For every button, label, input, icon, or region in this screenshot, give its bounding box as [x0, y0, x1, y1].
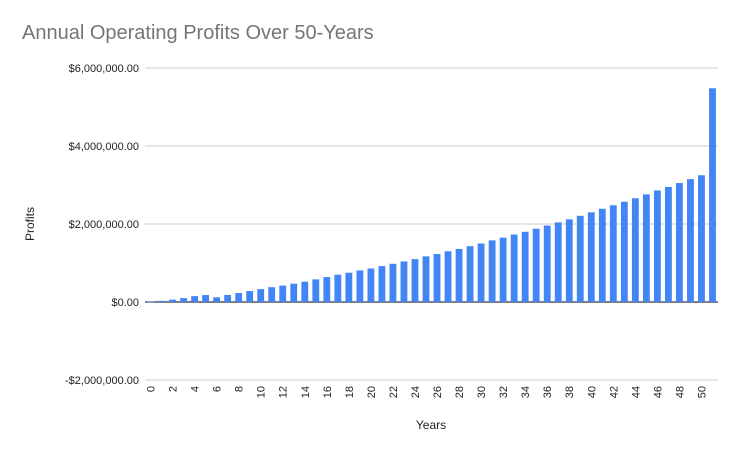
x-tick-label: 48	[674, 386, 686, 398]
bar-year-51	[709, 88, 716, 302]
bar-year-49	[687, 179, 694, 302]
bar-year-35	[532, 228, 540, 302]
x-tick-label: 0	[146, 386, 158, 392]
y-tick-label: $0.00	[111, 297, 139, 309]
bar-year-32	[499, 237, 507, 302]
x-tick-label: 30	[476, 386, 488, 398]
x-tick-label: 16	[322, 386, 334, 398]
bar-year-21	[378, 266, 386, 302]
bar-year-50	[698, 175, 705, 302]
x-tick-label: 44	[630, 386, 642, 398]
bar-year-44	[631, 198, 639, 302]
bar-year-9	[246, 291, 254, 302]
x-axis-label: Years	[416, 418, 446, 432]
y-tick-label: $4,000,000.00	[69, 141, 139, 153]
bar-year-8	[235, 293, 243, 302]
bar-year-13	[290, 283, 298, 302]
bar-year-42	[609, 205, 617, 302]
y-tick-label: $2,000,000.00	[69, 219, 139, 231]
bar-year-27	[444, 251, 452, 302]
bar-year-37	[554, 222, 562, 302]
bar-year-43	[620, 201, 628, 302]
bar-year-46	[653, 190, 661, 302]
bar-year-17	[334, 274, 342, 302]
bar-year-10	[257, 289, 265, 302]
y-tick-label: -$2,000,000.00	[65, 375, 139, 387]
bar-year-18	[345, 272, 353, 302]
bar-year-29	[466, 246, 474, 302]
bar-year-0	[147, 301, 154, 303]
bar-year-4	[191, 296, 199, 302]
bar-year-19	[356, 270, 364, 302]
bar-year-20	[367, 268, 375, 302]
bar-year-24	[411, 259, 419, 302]
bar-year-40	[587, 212, 595, 302]
x-tick-label: 14	[300, 386, 312, 398]
bar-year-26	[433, 254, 441, 302]
x-tick-label: 36	[542, 386, 554, 398]
x-tick-label: 22	[388, 386, 400, 398]
x-tick-label: 40	[586, 386, 598, 398]
bar-year-39	[576, 215, 584, 302]
x-tick-label: 24	[410, 386, 422, 398]
axis-layer: -$2,000,000.00 $0.00 $2,000,000.00 $4,000,0…	[65, 63, 708, 398]
bar-year-1	[158, 300, 165, 302]
bar-year-22	[389, 263, 397, 302]
bar-year-34	[521, 231, 529, 302]
x-tick-label: 2	[168, 386, 180, 392]
bar-year-7	[224, 294, 232, 302]
bar-year-12	[279, 285, 287, 302]
bar-year-23	[400, 261, 408, 302]
bar-year-3	[180, 298, 187, 302]
x-tick-label: 38	[564, 386, 576, 398]
x-tick-label: 34	[520, 386, 532, 398]
bar-year-28	[455, 248, 463, 302]
bar-year-36	[543, 225, 551, 302]
bar-year-45	[642, 194, 650, 302]
x-tick-label: 46	[652, 386, 664, 398]
bar-year-14	[301, 281, 309, 302]
x-tick-label: 32	[498, 386, 510, 398]
bar-year-41	[598, 208, 606, 302]
bar-year-48	[676, 183, 683, 302]
bar-year-15	[312, 279, 320, 302]
bar-year-6	[213, 297, 221, 302]
x-tick-label: 50	[696, 386, 708, 398]
x-tick-label: 10	[256, 386, 268, 398]
x-tick-label: 28	[454, 386, 466, 398]
x-tick-label: 6	[212, 386, 224, 392]
y-axis-label: Profits	[23, 207, 37, 241]
bar-year-30	[477, 243, 485, 302]
x-tick-label: 4	[190, 386, 202, 392]
x-tick-label: 26	[432, 386, 444, 398]
x-tick-label: 8	[234, 386, 246, 392]
bar-year-33	[510, 234, 518, 302]
y-tick-label: $6,000,000.00	[69, 63, 139, 75]
bar-year-31	[488, 240, 496, 302]
bar-year-25	[422, 256, 430, 302]
bar-year-2	[169, 299, 176, 302]
x-tick-label: 18	[344, 386, 356, 398]
chart-title: Annual Operating Profits Over 50-Years	[22, 22, 374, 44]
bar-year-47	[664, 186, 672, 302]
x-tick-label: 12	[278, 386, 290, 398]
x-tick-label: 20	[366, 386, 378, 398]
bar-year-11	[268, 287, 276, 302]
bar-year-38	[565, 219, 573, 302]
x-tick-label: 42	[608, 386, 620, 398]
bar-layer	[147, 88, 716, 303]
bar-year-16	[323, 277, 331, 302]
bar-year-5	[202, 294, 210, 302]
